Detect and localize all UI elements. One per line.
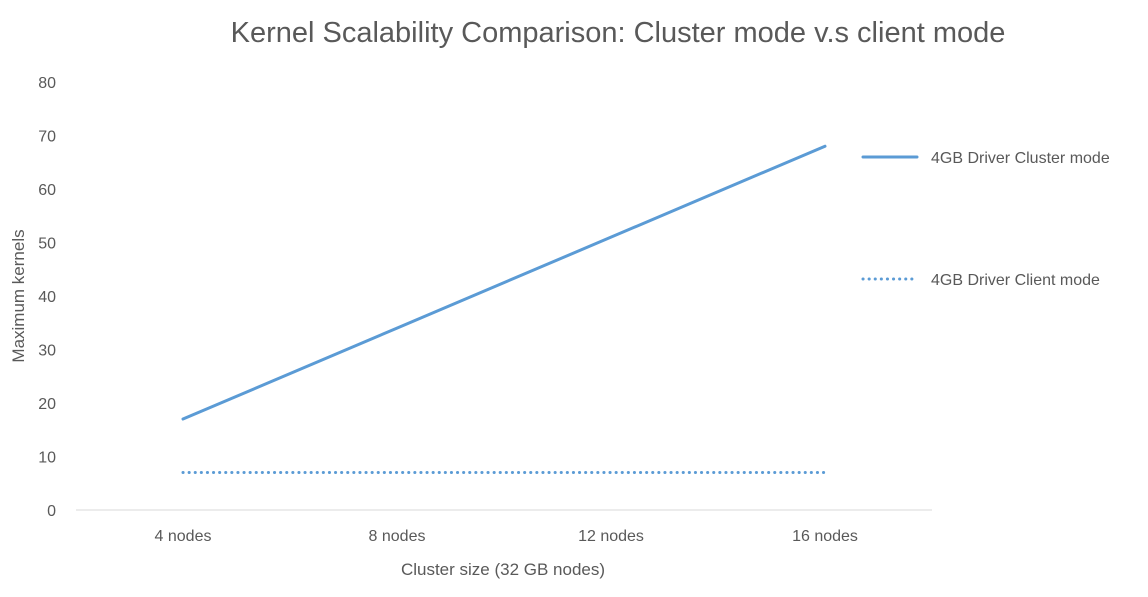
legend-label: 4GB Driver Client mode [931, 272, 1100, 289]
y-tick-label: 80 [38, 75, 56, 92]
series-line [183, 146, 825, 419]
y-tick-label: 0 [47, 503, 56, 520]
x-tick-label: 4 nodes [155, 528, 212, 545]
y-tick-label: 50 [38, 236, 56, 253]
chart-title: Kernel Scalability Comparison: Cluster m… [231, 17, 1006, 49]
x-tick-label: 8 nodes [369, 528, 426, 545]
x-axis-label: Cluster size (32 GB nodes) [401, 560, 605, 579]
y-tick-label: 40 [38, 289, 56, 306]
y-tick-label: 70 [38, 129, 56, 146]
y-tick-label: 30 [38, 343, 56, 360]
y-axis-label: Maximum kernels [9, 229, 28, 362]
y-tick-label: 10 [38, 450, 56, 467]
legend-label: 4GB Driver Cluster mode [931, 150, 1110, 167]
x-tick-label: 12 nodes [578, 528, 644, 545]
x-tick-label: 16 nodes [792, 528, 858, 545]
y-tick-label: 60 [38, 182, 56, 199]
y-tick-label: 20 [38, 396, 56, 413]
